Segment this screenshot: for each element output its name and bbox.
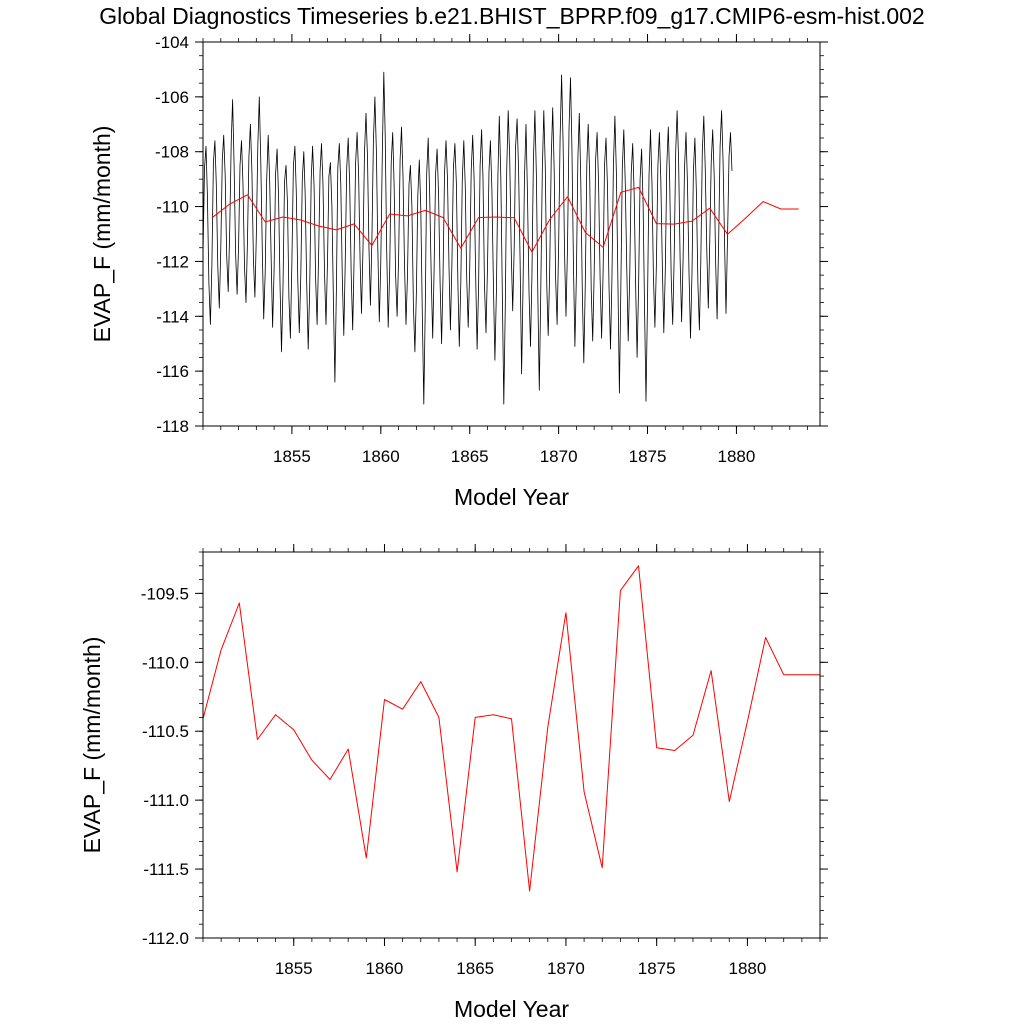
plot0-xtick-label: 1870: [540, 447, 578, 466]
plot1-ytick-label: -110.5: [142, 722, 189, 741]
plot1-xtick-label: 1870: [547, 959, 585, 978]
plot0-ytick-label: -110: [156, 198, 189, 217]
plot0-ytick-label: -108: [155, 143, 189, 162]
plot1-ytick-label: -111.0: [143, 791, 189, 810]
plot0-y-axis-title: EVAP_F (mm/month): [89, 126, 115, 343]
plot0-xtick-label: 1860: [362, 447, 400, 466]
plot1-series-annual-mean: [202, 565, 820, 892]
plot0-ytick-label: -116: [156, 362, 189, 381]
plot0-ytick-label: -104: [155, 33, 189, 52]
plot0-ytick-label: -106: [155, 88, 189, 107]
plot0-series-annual-mean: [211, 186, 799, 253]
plot1-ytick-label: -112.0: [142, 929, 189, 948]
plot1-x-axis-title: Model Year: [454, 996, 569, 1022]
plot1-ytick-label: -109.5: [141, 584, 189, 603]
plot1-frame: [202, 551, 821, 939]
bottom-plot-annual-mean: -109.5 -110.0 -110.5 -111.0 -111.5 -112.0 1855…: [79, 544, 828, 1022]
plot0-series-monthly: [202, 71, 733, 405]
plot0-x-axis-title: Model Year: [454, 484, 569, 510]
top-plot-monthly-timeseries: -104 -106 -108 -110 -112 -114 -116 -118 1855 1860…: [89, 33, 828, 510]
plot1-ytick-label: -111.5: [143, 860, 189, 879]
plot0-xtick-label: 1865: [451, 447, 489, 466]
plot0-xtick-label: 1880: [718, 447, 756, 466]
plot1-xtick-label: 1855: [275, 959, 313, 978]
plot1-y-axis-title: EVAP_F (mm/month): [79, 637, 105, 854]
plot1-ytick-label: -110.0: [142, 653, 189, 672]
plot1-xtick-label: 1860: [366, 959, 404, 978]
plot0-xtick-label: 1875: [629, 447, 667, 466]
plot0-xtick-label: 1855: [273, 447, 311, 466]
plot1-xtick-label: 1875: [638, 959, 676, 978]
plot0-ytick-label: -112: [156, 252, 189, 271]
plot0-ytick-label: -118: [156, 417, 189, 436]
plot0-ytick-label: -114: [156, 307, 189, 326]
figure-title: Global Diagnostics Timeseries b.e21.BHIS…: [99, 3, 924, 29]
plot1-xtick-label: 1865: [456, 959, 494, 978]
plot1-xtick-label: 1880: [728, 959, 766, 978]
